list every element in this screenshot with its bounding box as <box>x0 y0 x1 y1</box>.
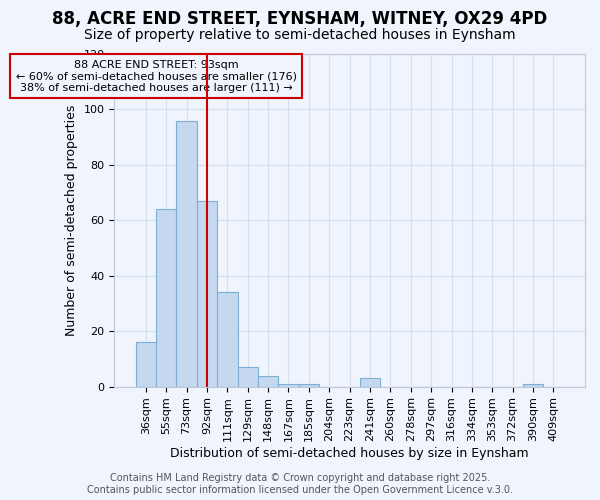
Bar <box>217 292 238 386</box>
Text: Size of property relative to semi-detached houses in Eynsham: Size of property relative to semi-detach… <box>84 28 516 42</box>
Bar <box>360 378 380 386</box>
Bar <box>197 201 217 386</box>
Bar <box>278 384 299 386</box>
Bar <box>299 384 319 386</box>
Bar <box>176 120 197 386</box>
Text: Contains HM Land Registry data © Crown copyright and database right 2025.
Contai: Contains HM Land Registry data © Crown c… <box>87 474 513 495</box>
Bar <box>238 367 258 386</box>
Bar <box>523 384 543 386</box>
Bar <box>156 209 176 386</box>
Text: 88, ACRE END STREET, EYNSHAM, WITNEY, OX29 4PD: 88, ACRE END STREET, EYNSHAM, WITNEY, OX… <box>52 10 548 28</box>
Y-axis label: Number of semi-detached properties: Number of semi-detached properties <box>65 104 78 336</box>
Bar <box>258 376 278 386</box>
Text: 88 ACRE END STREET: 93sqm
← 60% of semi-detached houses are smaller (176)
38% of: 88 ACRE END STREET: 93sqm ← 60% of semi-… <box>16 60 296 92</box>
X-axis label: Distribution of semi-detached houses by size in Eynsham: Distribution of semi-detached houses by … <box>170 447 529 460</box>
Bar <box>136 342 156 386</box>
